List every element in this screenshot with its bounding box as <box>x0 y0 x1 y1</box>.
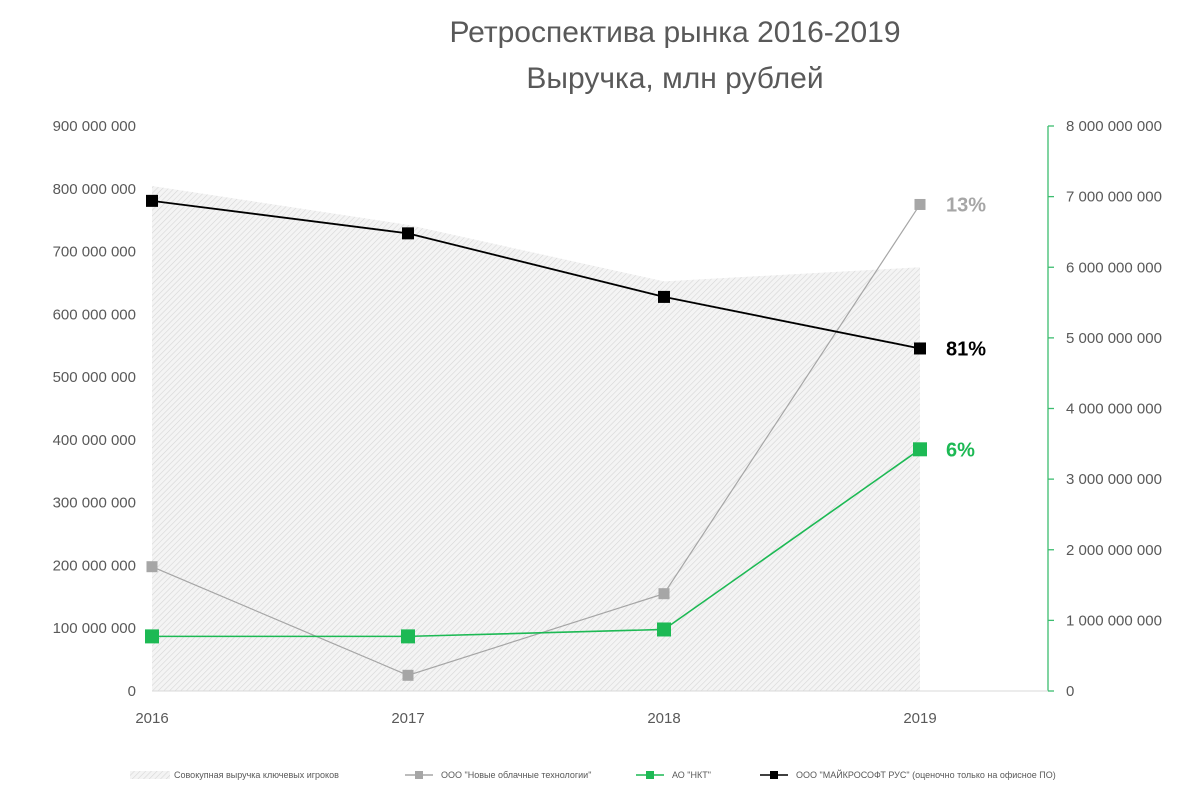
series-1-point <box>146 561 158 573</box>
series-line-2 <box>152 448 921 638</box>
markers-layer <box>145 194 927 681</box>
lines-layer <box>151 199 921 676</box>
right-axis-tick-label: 3 000 000 000 <box>1066 471 1162 488</box>
legend: Совокупная выручка ключевых игроков ООО "… <box>130 769 1056 780</box>
legend-label: ООО "Новые облачные технологии" <box>441 770 591 780</box>
legend-entry-2: АО "НКТ" <box>636 770 711 780</box>
legend-entry-1: ООО "Новые облачные технологии" <box>405 770 591 780</box>
right-axis-tick-label: 8 000 000 000 <box>1066 118 1162 135</box>
x-axis-tick-label: 2017 <box>391 710 424 727</box>
x-axis-tick-label: 2018 <box>647 710 680 727</box>
labels-layer: 13% 6% 81% <box>946 194 986 461</box>
legend-label: Совокупная выручка ключевых игроков <box>174 770 339 780</box>
legend-swatch-area <box>130 771 170 779</box>
legend-label: ООО "МАЙКРОСОФТ РУС" (оценочно только на… <box>796 769 1056 780</box>
left-axis-tick-label: 500 000 000 <box>53 369 136 386</box>
series-2-point <box>657 622 671 637</box>
series-3-point <box>402 227 414 240</box>
legend-label: АО "НКТ" <box>672 770 711 780</box>
legend-swatch-marker <box>415 771 423 779</box>
series-2-point <box>913 442 927 457</box>
left-axis-tick-label: 800 000 000 <box>53 181 136 198</box>
series-2-point <box>401 629 415 644</box>
legend-swatch-marker <box>770 771 778 779</box>
left-axis-tick-label: 100 000 000 <box>53 620 136 637</box>
left-axis-tick-label: 400 000 000 <box>53 432 136 449</box>
series-3-point <box>658 290 670 303</box>
chart-title: Ретроспектива рынка 2016-2019 Выручка, м… <box>449 16 900 95</box>
series-1-share-label: 13% <box>946 194 986 216</box>
series-1-point <box>402 669 414 681</box>
left-axis-tick-label: 200 000 000 <box>53 557 136 574</box>
chart-title-line-1: Ретроспектива рынка 2016-2019 <box>449 16 900 49</box>
left-axis-tick-label: 700 000 000 <box>53 244 136 261</box>
series-3-share-label: 81% <box>946 338 986 360</box>
legend-entry-0: Совокупная выручка ключевых игроков <box>130 770 339 780</box>
x-axis-tick-label: 2019 <box>903 710 936 727</box>
axes-layer: 0 100 000 000 200 000 000 300 000 000 400 00… <box>53 118 1162 727</box>
right-axis-tick-label: 0 <box>1066 683 1074 700</box>
chart-title-line-2: Выручка, млн рублей <box>526 62 823 95</box>
area-layer <box>152 186 920 691</box>
series-line-1 <box>151 204 921 676</box>
right-axis-tick-label: 5 000 000 000 <box>1066 330 1162 347</box>
legend-swatch-marker <box>646 771 654 779</box>
series-1-point <box>914 198 926 210</box>
right-axis-tick-label: 2 000 000 000 <box>1066 542 1162 559</box>
left-axis-tick-label: 600 000 000 <box>53 306 136 323</box>
series-1-point <box>658 588 670 600</box>
legend-entry-3: ООО "МАЙКРОСОФТ РУС" (оценочно только на… <box>760 769 1056 780</box>
series-3-point <box>146 194 158 207</box>
left-axis-tick-label: 300 000 000 <box>53 495 136 512</box>
series-2-share-label: 6% <box>946 439 975 461</box>
right-axis-tick-label: 6 000 000 000 <box>1066 259 1162 276</box>
series-2-point <box>145 629 159 644</box>
right-axis-tick-label: 7 000 000 000 <box>1066 189 1162 206</box>
right-axis-tick-label: 4 000 000 000 <box>1066 401 1162 418</box>
right-axis-tick-label: 1 000 000 000 <box>1066 612 1162 629</box>
area-total-revenue <box>152 186 920 691</box>
series-3-point <box>914 342 926 355</box>
series-line-3 <box>151 199 921 350</box>
left-axis-tick-label: 0 <box>128 683 136 700</box>
left-axis-tick-label: 900 000 000 <box>53 118 136 135</box>
x-axis-tick-label: 2016 <box>135 710 168 727</box>
